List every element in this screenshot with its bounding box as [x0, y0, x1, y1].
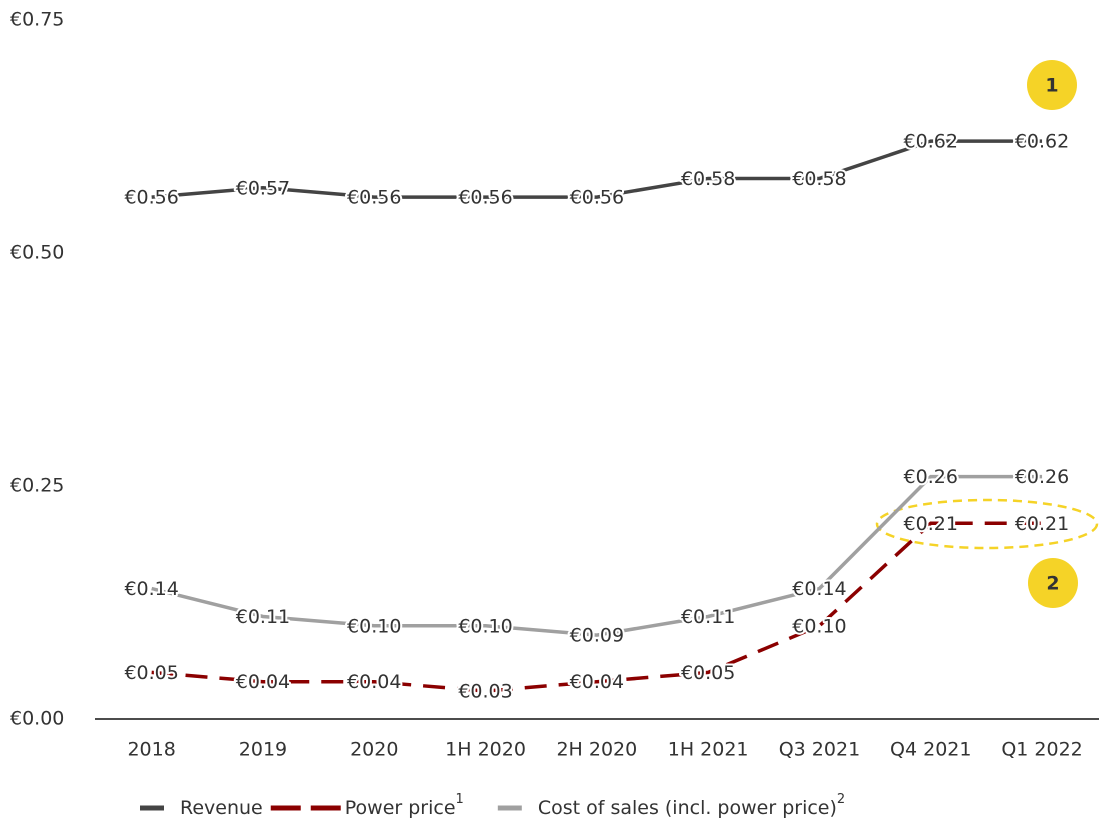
y-tick-label: €0.25 — [10, 475, 64, 497]
data-label: €0.11 — [236, 606, 290, 628]
x-tick-label: 1H 2020 — [445, 739, 526, 761]
data-label: €0.10 — [458, 615, 512, 637]
data-label: €0.21 — [1015, 513, 1069, 535]
data-label: €0.09 — [570, 625, 624, 647]
highlight-ellipse — [875, 498, 1099, 550]
data-label: €0.62 — [1015, 131, 1069, 153]
y-tick-label: €0.00 — [10, 708, 64, 730]
series-line — [151, 139, 1043, 199]
legend-label: Cost of sales (incl. power price)2 — [538, 792, 845, 819]
legend-label: Power price1 — [345, 792, 464, 819]
data-label: €0.26 — [1015, 466, 1069, 488]
data-label: €0.10 — [792, 615, 846, 637]
data-label: €0.10 — [347, 615, 401, 637]
legend-name: Cost of sales (incl. power price) — [538, 797, 837, 819]
x-tick-label: 2020 — [350, 739, 398, 761]
data-label: €0.03 — [458, 681, 512, 703]
data-label: €0.58 — [792, 168, 846, 190]
data-label: €0.26 — [904, 466, 958, 488]
annotation-label: 1 — [1045, 75, 1058, 97]
annotation-label: 2 — [1046, 573, 1059, 595]
legend-name: Power price — [345, 797, 456, 819]
data-label: €0.14 — [792, 578, 846, 600]
legend-superscript: 2 — [837, 792, 845, 807]
x-tick-label: Q3 2021 — [779, 739, 860, 761]
data-label: €0.04 — [347, 671, 401, 693]
y-tick-label: €0.50 — [10, 242, 64, 264]
legend-superscript: 1 — [456, 792, 464, 807]
x-tick-label: 2018 — [127, 739, 175, 761]
data-label: €0.62 — [904, 131, 958, 153]
data-label: €0.56 — [124, 187, 178, 209]
y-tick-label: €0.75 — [10, 9, 64, 31]
annotation-badge — [1027, 60, 1077, 110]
data-label: €0.05 — [681, 662, 735, 684]
data-label: €0.56 — [458, 187, 512, 209]
data-label: €0.57 — [236, 177, 290, 199]
x-tick-label: Q1 2022 — [1001, 739, 1082, 761]
x-tick-label: Q4 2021 — [890, 739, 971, 761]
data-label: €0.04 — [570, 671, 624, 693]
data-label: €0.14 — [124, 578, 178, 600]
data-label: €0.56 — [570, 187, 624, 209]
legend: Revenue Power price1 Cost of sales (incl. … — [140, 792, 845, 819]
x-tick-label: 1H 2021 — [668, 739, 749, 761]
data-label: €0.58 — [681, 168, 735, 190]
x-tick-label: 2019 — [239, 739, 287, 761]
data-label: €0.11 — [681, 606, 735, 628]
data-label: €0.56 — [347, 187, 401, 209]
legend-name: Revenue — [180, 797, 263, 819]
series-line — [151, 474, 1043, 637]
x-tick-label: 2H 2020 — [556, 739, 637, 761]
data-label: €0.21 — [904, 513, 958, 535]
data-label: €0.05 — [124, 662, 178, 684]
data-label: €0.04 — [236, 671, 290, 693]
annotation-badge — [1028, 558, 1078, 608]
series-line — [151, 521, 1043, 693]
legend-label: Revenue — [180, 797, 263, 819]
